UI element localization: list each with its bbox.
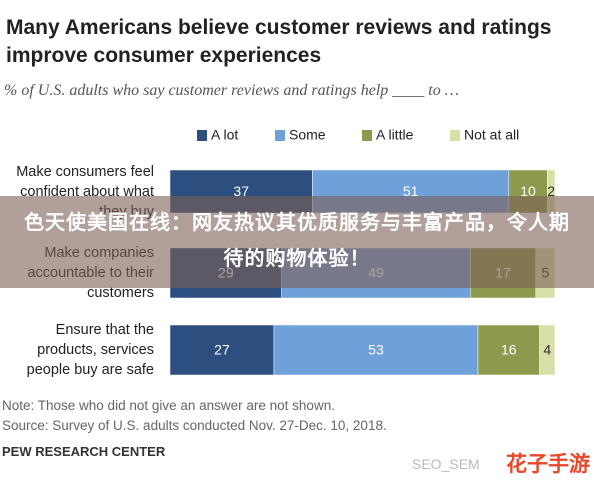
category-label: Ensure that the products, services peopl… [26, 322, 154, 378]
legend-swatch [362, 130, 372, 141]
bar-segment [169, 324, 275, 376]
value-label: 27 [214, 342, 230, 358]
banner-background [0, 196, 594, 288]
value-label: 2 [547, 183, 555, 199]
value-label: 4 [543, 342, 551, 358]
legend-swatch [450, 130, 460, 141]
credit: PEW RESEARCH CENTER [2, 444, 166, 459]
value-label: 10 [520, 183, 536, 199]
legend-label: Some [289, 127, 326, 143]
value-label: 16 [501, 342, 517, 358]
watermark: SEO_SEM [412, 456, 480, 472]
legend-label: A lot [211, 127, 238, 143]
note: Note: Those who did not give an answer a… [2, 398, 335, 413]
banner-text: 色天使美国在线：网友热议其优质服务与丰富产品，令人期待的购物体验！ [24, 212, 570, 270]
value-label: 51 [403, 183, 419, 199]
value-label: 37 [233, 183, 249, 199]
bar-segment [477, 324, 540, 376]
bar-segment [539, 324, 556, 376]
legend-label: A little [376, 127, 414, 143]
chart-title: Many Americans believe customer reviews … [6, 16, 552, 67]
value-label: 53 [368, 342, 384, 358]
chart-subtitle: % of U.S. adults who say customer review… [4, 82, 459, 99]
legend-swatch [275, 130, 285, 141]
legend-label: Not at all [464, 127, 519, 143]
legend-swatch [197, 130, 207, 141]
source: Source: Survey of U.S. adults conducted … [2, 418, 387, 433]
bar-segment [273, 324, 479, 376]
watermark: 花子手游 [506, 453, 590, 476]
